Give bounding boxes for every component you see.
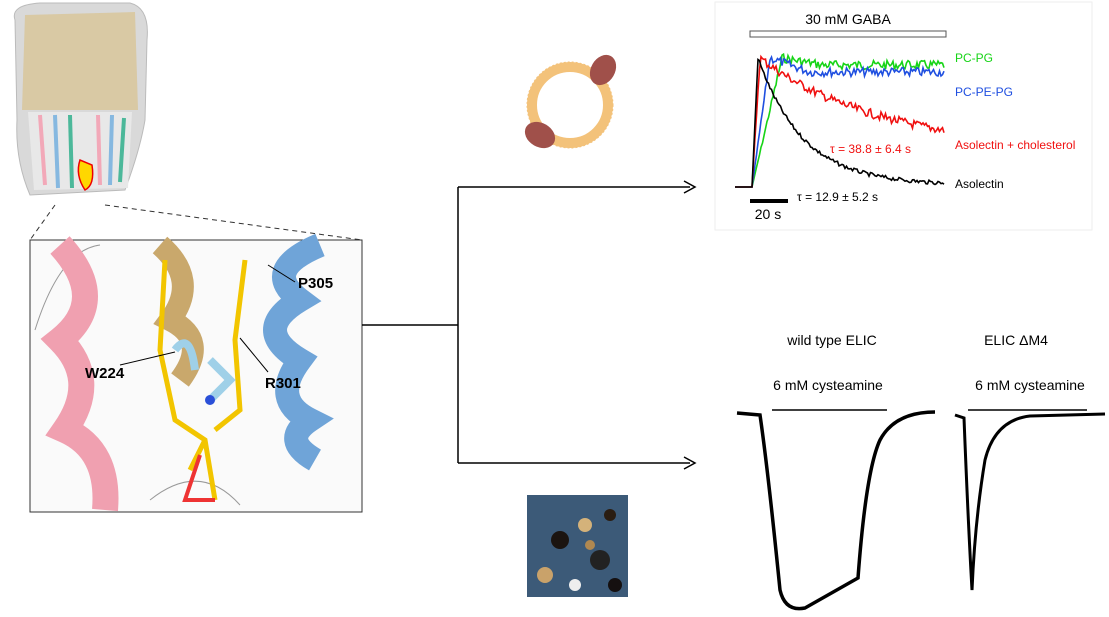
time-constant: τ = 12.9 ± 5.2 s <box>797 190 878 204</box>
stimulus-label: 6 mM cysteamine <box>773 377 883 393</box>
cysteamine-panel: wild type ELIC ELIC ΔM4 6 mM cysteamine … <box>737 332 1105 609</box>
panel-title: ELIC ΔM4 <box>984 332 1048 348</box>
residue-label: R301 <box>265 375 301 392</box>
protein-overview <box>14 3 362 240</box>
liposome-icon <box>520 50 621 153</box>
scale-bar-label: 20 s <box>755 206 781 222</box>
panel-title: wild type ELIC <box>786 332 876 348</box>
trace-label: PC-PE-PG <box>955 85 1013 99</box>
photo <box>527 495 628 597</box>
time-constant: τ = 38.8 ± 6.4 s <box>830 142 911 156</box>
figure: W224 P305 R301 30 mM GABA 20 s PC-PG PC-P… <box>0 0 1109 617</box>
trace-label: Asolectin + cholesterol <box>955 138 1075 152</box>
connector <box>362 181 695 469</box>
residue-label: W224 <box>85 365 125 382</box>
stimulus-label: 30 mM GABA <box>805 11 891 27</box>
structure-inset: W224 P305 R301 <box>30 240 362 512</box>
gaba-panel: 30 mM GABA 20 s PC-PG PC-PE-PG Asolectin +… <box>715 2 1092 230</box>
trace-label: PC-PG <box>955 51 993 65</box>
residue-label: P305 <box>298 275 333 292</box>
stimulus-label: 6 mM cysteamine <box>975 377 1085 393</box>
trace-label: Asolectin <box>955 177 1004 191</box>
